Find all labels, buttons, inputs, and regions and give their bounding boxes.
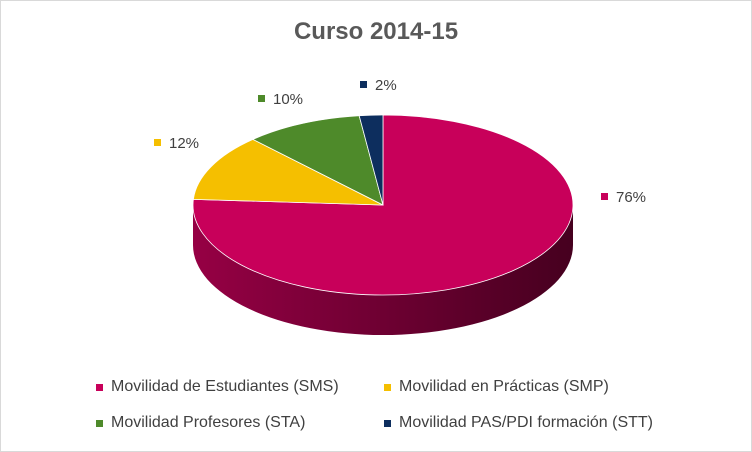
legend-swatch-smp [384,383,391,391]
legend-item-smp: Movilidad en Prácticas (SMP) [384,378,609,396]
legend-item-stt: Movilidad PAS/PDI formación (STT) [384,414,653,432]
chart-title: Curso 2014-15 [293,18,459,45]
legend-label-sta: Movilidad Profesores (STA) [111,414,306,431]
data-label-smp: 12% [169,135,199,152]
legend-swatch-sta [96,419,103,427]
legend-label-sms: Movilidad de Estudiantes (SMS) [111,378,339,395]
data-label-marker-sta [258,95,265,102]
data-label-stt: 2% [375,77,397,94]
legend-swatch-stt [384,419,391,427]
legend-swatch-sms [96,383,103,391]
data-label-marker-stt [360,81,367,88]
data-label-marker-smp [154,139,161,146]
legend-label-smp: Movilidad en Prácticas (SMP) [399,378,609,395]
legend-item-sms: Movilidad de Estudiantes (SMS) [96,378,339,396]
data-label-sms: 76% [616,189,646,206]
pie-slice-side-sms [193,205,573,335]
pie-slice-smp [192,138,384,206]
data-label-sta: 10% [273,91,303,108]
legend-item-sta: Movilidad Profesores (STA) [96,414,305,432]
pie-slice-sta [252,115,384,206]
pie-slice-stt [358,114,384,206]
data-label-marker-sms [601,193,608,200]
legend-label-stt: Movilidad PAS/PDI formación (STT) [399,414,653,431]
